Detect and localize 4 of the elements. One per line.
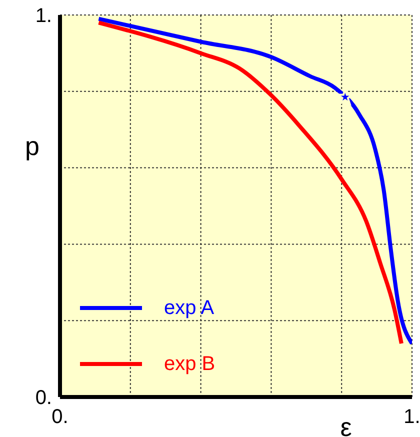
- x-axis-title: ε: [340, 412, 352, 437]
- legend-label: exp A: [164, 296, 214, 320]
- y-axis-title: p: [25, 131, 40, 162]
- legend-label: exp B: [164, 352, 216, 376]
